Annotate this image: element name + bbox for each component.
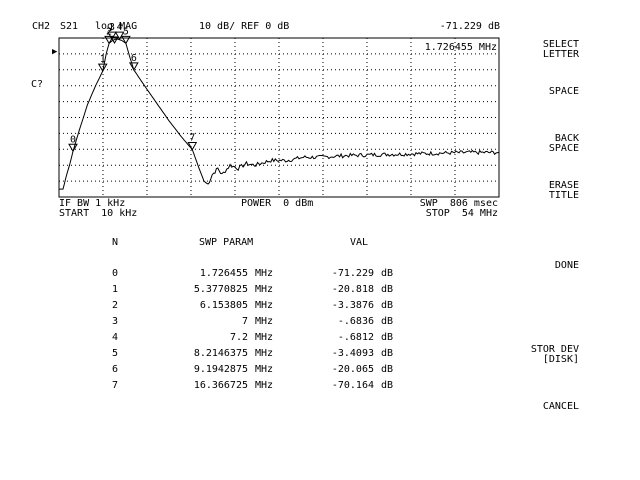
marker-value: -20.065 [331,364,374,375]
stop-frequency: STOP 54 MHz [425,208,498,219]
marker-value-unit: dB [381,300,394,311]
marker-frequency: 8.2146375 [193,348,248,359]
marker-value: -71.229 [331,268,374,279]
marker-number: 2 [111,300,119,311]
marker-4-triangle [114,31,125,41]
marker-value: -3.3876 [331,300,374,311]
marker-number: 0 [111,268,119,279]
marker-7-triangle [187,142,198,151]
back-space-softkey[interactable]: BACK SPACE [548,133,579,154]
scale-label: 10 dB/ REF 0 dB [199,21,290,32]
marker-value: -3.4093 [331,348,374,359]
marker-2-triangle [104,35,114,45]
marker-frequency-unit: MHz [255,300,274,311]
marker-0-triangle [68,143,78,153]
marker-value-unit: dB [381,380,394,391]
marker-value-unit: dB [381,364,394,375]
marker-table-header-val: VAL [350,237,369,248]
marker-frequency-unit: MHz [255,348,274,359]
marker-number: 3 [111,316,119,327]
marker-table-header-param: SWP PARAM [199,237,254,248]
marker-value-unit: dB [381,284,394,295]
marker-frequency: 1.726455 [199,268,248,279]
format-label: log MAG [95,21,138,32]
done-softkey[interactable]: DONE [554,260,579,271]
cancel-softkey[interactable]: CANCEL [542,401,579,412]
start-frequency: START 10 kHz [59,208,138,219]
graticule [58,37,500,198]
marker-frequency: 7 [241,316,248,327]
erase-title-softkey[interactable]: ERASE TITLE [548,180,579,201]
store-device-softkey[interactable]: STOR DEV [DISK] [530,344,579,365]
if-bandwidth: IF BW 1 kHz [59,198,126,209]
marker-frequency-unit: MHz [255,284,274,295]
sweep-time: SWP 806 msec [419,198,498,209]
marker-value: -.6836 [337,316,374,327]
marker-3-label: 3 [109,22,115,33]
marker-number: 7 [111,380,119,391]
marker-frequency: 7.2 [229,332,248,343]
channel-label: CH2 [32,21,51,32]
marker-frequency: 16.366725 [193,380,248,391]
marker-frequency-unit: MHz [255,268,274,279]
marker-value-unit: dB [381,268,394,279]
source-power: POWER 0 dBm [241,198,314,209]
marker-table-header-n: N [111,237,119,248]
marker-value: -70.164 [331,380,374,391]
marker-number: 5 [111,348,119,359]
marker-value: -20.818 [331,284,374,295]
marker-value: -.6812 [337,332,374,343]
marker-number: 4 [111,332,119,343]
marker-4-label: 4 [117,22,123,33]
reference-pointer-icon: ▶ [52,47,58,57]
s21-trace [59,38,500,190]
marker-number: 1 [111,284,119,295]
marker-frequency: 5.3770825 [193,284,248,295]
active-marker-frequency: 1.726455 MHz [424,42,497,53]
marker-6-label: 6 [131,53,137,64]
marker-7-label: 7 [189,133,195,144]
space-softkey[interactable]: SPACE [548,86,579,97]
active-marker-value: -71.229 dB [439,21,500,32]
marker-number: 6 [111,364,119,375]
marker-frequency: 9.1942875 [193,364,248,375]
marker-frequency-unit: MHz [255,332,274,343]
marker-value-unit: dB [381,316,394,327]
channel-side-label: C? [31,79,44,90]
marker-1-triangle [97,63,108,73]
marker-1-label: 1 [100,54,106,65]
marker-0-label: 0 [70,134,76,145]
select-letter-softkey[interactable]: SELECT LETTER [542,39,579,60]
marker-frequency-unit: MHz [255,364,274,375]
marker-6-triangle [128,62,139,71]
marker-frequency: 6.153805 [199,300,248,311]
marker-value-unit: dB [381,332,394,343]
parameter-label: S21 [60,21,79,32]
marker-5-label: 5 [123,26,129,37]
marker-frequency-unit: MHz [255,316,274,327]
marker-frequency-unit: MHz [255,380,274,391]
active-marker-triangle [110,36,119,44]
marker-3-triangle [107,31,117,41]
marker-5-triangle [121,35,131,45]
marker-value-unit: dB [381,348,394,359]
